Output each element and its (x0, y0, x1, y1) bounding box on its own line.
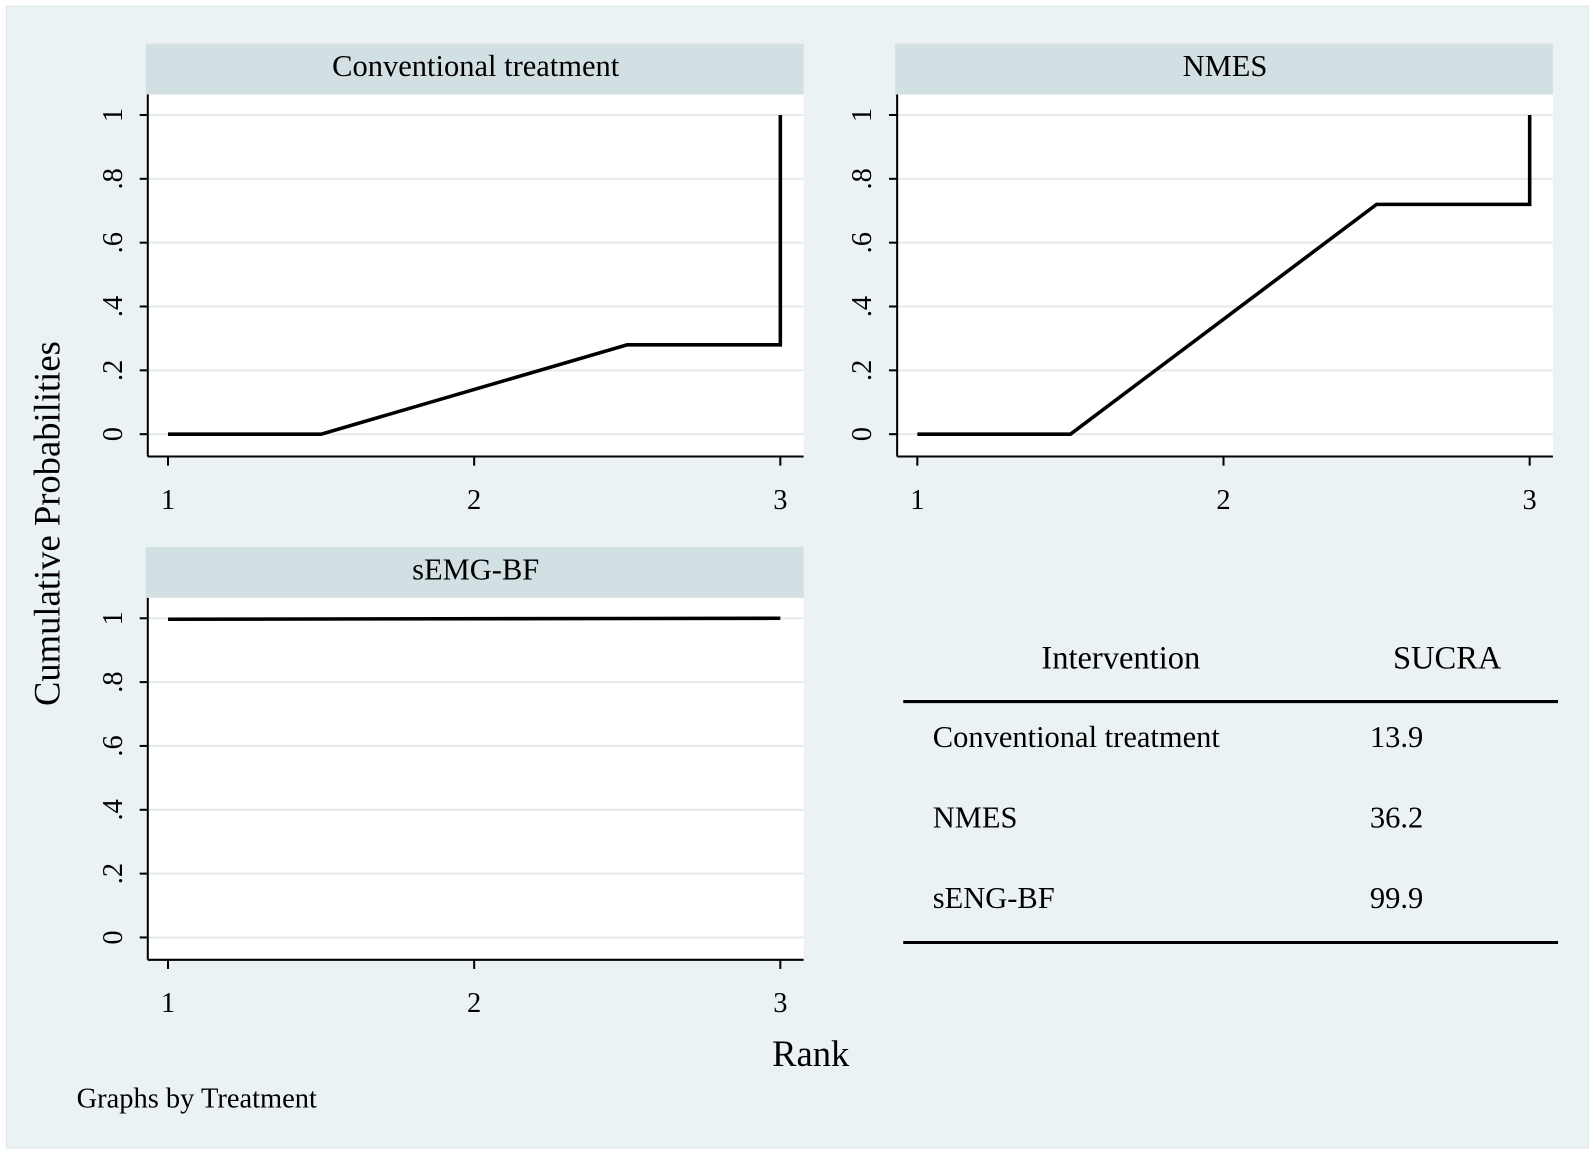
y-tick-label: .2 (98, 863, 129, 884)
y-tick-label: .6 (847, 232, 878, 253)
y-tick-label: .8 (98, 168, 129, 189)
table-cell: sENG-BF (933, 881, 1055, 915)
x-tick-label: 2 (467, 988, 481, 1019)
x-axis-label: Rank (772, 1033, 850, 1074)
y-tick-label: .4 (98, 296, 129, 317)
sucra-table (903, 700, 1559, 945)
x-tick-label: 1 (161, 988, 175, 1019)
panel-title: NMES (1183, 49, 1268, 83)
y-tick-label: 1 (98, 611, 129, 625)
table-cell: 13.9 (1370, 720, 1423, 754)
line (168, 114, 783, 436)
y-tick-label: .8 (98, 671, 129, 692)
line (917, 114, 1532, 436)
table-header: SUCRA (1393, 640, 1502, 676)
y-tick-label: 0 (98, 427, 129, 441)
strip (895, 43, 1553, 95)
x-tick-label: 1 (161, 485, 175, 516)
table-cell: Conventional treatment (933, 720, 1221, 754)
y-tick-label: .6 (98, 735, 129, 756)
table-cell: 36.2 (1370, 801, 1423, 835)
table-cell: NMES (933, 801, 1018, 835)
y-tick-label: 1 (847, 108, 878, 122)
x-tick-label: 3 (1523, 485, 1537, 516)
y-tick-label: 0 (98, 930, 129, 944)
note: Graphs by Treatment (77, 1084, 317, 1115)
x-tick-label: 1 (910, 485, 924, 516)
y-tick-label: .8 (847, 168, 878, 189)
x-tick-label: 3 (773, 988, 787, 1019)
y-tick-label: .4 (98, 799, 129, 820)
panel-title: sEMG-BF (412, 552, 539, 586)
line (168, 616, 781, 622)
y-tick-label: .4 (847, 296, 878, 317)
x-tick-label: 2 (467, 485, 481, 516)
y-tick-label: .2 (98, 360, 129, 381)
y-axis-label: Cumulative Probabilities (27, 341, 68, 706)
plot-area (897, 94, 1553, 457)
y-tick-label: .6 (98, 232, 129, 253)
strip (145, 43, 804, 95)
strip (145, 547, 804, 598)
y-tick-label: 0 (847, 427, 878, 441)
x-tick-label: 3 (773, 485, 787, 516)
plot-area (147, 94, 804, 457)
table-header: Intervention (1041, 640, 1200, 676)
y-tick-label: 1 (98, 108, 129, 122)
plot-area (147, 597, 804, 960)
panel-title: Conventional treatment (332, 49, 620, 83)
x-tick-label: 2 (1216, 485, 1230, 516)
y-tick-label: .2 (847, 360, 878, 381)
table-cell: 99.9 (1370, 881, 1423, 915)
